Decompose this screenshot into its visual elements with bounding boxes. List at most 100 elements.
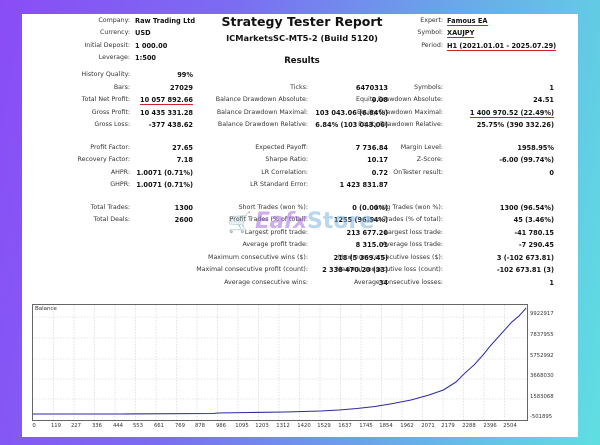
max-consec-losses-label: Maximum consecutive losses ($): xyxy=(337,254,443,261)
ahpr-value: 1.0071 (0.71%) xyxy=(136,169,193,177)
recovery-factor-value: 7.18 xyxy=(176,156,193,164)
company-value: Raw Trading Ltd xyxy=(135,17,196,25)
x-tick: 1637 xyxy=(338,423,352,429)
bars-value: 27029 xyxy=(170,84,193,92)
loss-trades-label: Loss Trades (% of total): xyxy=(367,216,443,223)
ticks-value: 6470313 xyxy=(355,84,388,92)
largest-loss-value: -41 780.15 xyxy=(514,229,554,237)
gross-loss-label: Gross Loss: xyxy=(94,121,130,128)
x-tick: 1312 xyxy=(276,423,290,429)
gross-loss-value: -377 438.62 xyxy=(148,121,193,129)
balance-chart: Balance xyxy=(32,304,528,421)
balance-dd-max-label: Balance Drawdown Maximal: xyxy=(216,109,308,116)
gross-profit-value: 10 435 331.28 xyxy=(140,109,193,117)
equity-dd-rel-value: 25.75% (390 332.26) xyxy=(476,121,554,129)
loss-trades-value: 45 (3.46%) xyxy=(513,216,554,224)
expected-payoff-label: Expected Payoff: xyxy=(255,144,308,151)
x-tick: 878 xyxy=(194,423,206,429)
recovery-factor-label: Recovery Factor: xyxy=(77,156,130,163)
y-tick: 5752992 xyxy=(530,353,554,359)
x-tick: 769 xyxy=(174,423,186,429)
x-tick: 986 xyxy=(215,423,227,429)
y-tick: 1583068 xyxy=(530,394,554,400)
margin-level-value: 1958.95% xyxy=(517,144,554,152)
avg-profit-value: 8 315.01 xyxy=(355,241,388,249)
net-profit-label: Total Net Profit: xyxy=(81,96,130,103)
gross-profit-label: Gross Profit: xyxy=(91,109,130,116)
x-tick: 1529 xyxy=(317,423,331,429)
chart-x-axis: 0 119 227 336 444 553 661 769 878 986 10… xyxy=(32,423,552,431)
total-deals-value: 2600 xyxy=(174,216,193,224)
symbols-label: Symbols: xyxy=(414,84,443,91)
x-tick: 1745 xyxy=(359,423,373,429)
results-heading: Results xyxy=(284,56,320,66)
lr-corr-label: LR Correlation: xyxy=(261,169,308,176)
x-tick: 553 xyxy=(132,423,144,429)
lr-stderr-label: LR Standard Error: xyxy=(250,181,308,188)
net-profit-value: 10 057 892.66 xyxy=(140,96,193,105)
profit-factor-label: Profit Factor: xyxy=(90,144,130,151)
x-tick: 2071 xyxy=(421,423,435,429)
chart-title: Balance xyxy=(35,306,57,312)
x-tick: 119 xyxy=(50,423,62,429)
ontester-label: OnTester result: xyxy=(393,169,443,176)
report-title: Strategy Tester Report xyxy=(221,14,383,29)
max-consec-wins-value: 218 (5 369.45) xyxy=(333,254,388,262)
margin-level-label: Margin Level: xyxy=(400,144,443,151)
y-tick: 9922917 xyxy=(530,311,554,317)
profit-trades-label: Profit Trades (% of total): xyxy=(229,216,308,223)
max-consec-wins-label: Maximum consecutive wins ($): xyxy=(208,254,308,261)
x-tick: 2179 xyxy=(441,423,455,429)
profit-factor-value: 27.65 xyxy=(172,144,193,152)
bars-label: Bars: xyxy=(113,84,130,91)
x-tick: 227 xyxy=(70,423,82,429)
largest-profit-value: 213 677.20 xyxy=(346,229,388,237)
expected-payoff-value: 7 736.84 xyxy=(355,144,388,152)
ghpr-value: 1.0071 (0.71%) xyxy=(136,181,193,189)
max-consec-profit-label: Maximal consecutive profit (count): xyxy=(196,266,308,273)
history-quality-label: History Quality: xyxy=(81,71,130,78)
y-tick: 3668030 xyxy=(530,373,554,379)
avg-consec-losses-value: 1 xyxy=(549,279,554,287)
company-label: Company: xyxy=(98,17,130,24)
x-tick: 2396 xyxy=(483,423,497,429)
balance-dd-max-value: 103 043.06 (6.84%) xyxy=(315,109,388,117)
total-trades-label: Total Trades: xyxy=(90,204,130,211)
equity-dd-rel-label: Equity Drawdown Relative: xyxy=(358,121,443,128)
x-tick: 2504 xyxy=(503,423,517,429)
balance-dd-rel-label: Balance Drawdown Relative: xyxy=(217,121,308,128)
largest-profit-label: Largest profit trade: xyxy=(244,229,308,236)
currency-value: USD xyxy=(135,29,151,37)
z-score-label: Z-Score: xyxy=(416,156,443,163)
lr-corr-value: 0.72 xyxy=(371,169,388,177)
largest-loss-label: Largest loss trade: xyxy=(384,229,443,236)
x-tick: 0 xyxy=(32,423,36,429)
x-tick: 336 xyxy=(91,423,103,429)
leverage-value: 1:500 xyxy=(135,54,156,62)
avg-consec-losses-label: Average consecutive losses: xyxy=(353,279,443,286)
symbols-value: 1 xyxy=(549,84,554,92)
balance-dd-abs-label: Balance Drawdown Absolute: xyxy=(215,96,308,103)
avg-consec-wins-value: 34 xyxy=(378,279,388,287)
max-consec-loss-value: -102 673.81 (3) xyxy=(496,266,554,274)
short-trades-label: Short Trades (won %): xyxy=(238,204,308,211)
x-tick: 661 xyxy=(153,423,165,429)
long-trades-value: 1300 (96.54%) xyxy=(499,204,554,212)
leverage-label: Leverage: xyxy=(98,54,130,61)
avg-loss-value: -7 290.45 xyxy=(518,241,554,249)
ahpr-label: AHPR: xyxy=(110,169,130,176)
x-tick: 2288 xyxy=(462,423,476,429)
x-tick: 1203 xyxy=(255,423,269,429)
ontester-value: 0 xyxy=(549,169,554,177)
z-score-value: -6.00 (99.74%) xyxy=(499,156,554,164)
ticks-label: Ticks: xyxy=(290,84,308,91)
symbol-value: XAUJPY xyxy=(447,29,475,38)
currency-label: Currency: xyxy=(99,29,130,36)
equity-dd-abs-label: Equity Drawdown Absolute: xyxy=(356,96,443,103)
lr-stderr-value: 1 423 831.87 xyxy=(339,181,388,189)
max-consec-profit-value: 2 338 470.20 (33) xyxy=(322,266,388,274)
x-tick: 1420 xyxy=(297,423,311,429)
avg-consec-wins-label: Average consecutive wins: xyxy=(224,279,308,286)
max-consec-loss-label: Maximal consecutive loss (count): xyxy=(335,266,443,273)
equity-dd-max-label: Equity Drawdown Maximal: xyxy=(357,109,443,116)
